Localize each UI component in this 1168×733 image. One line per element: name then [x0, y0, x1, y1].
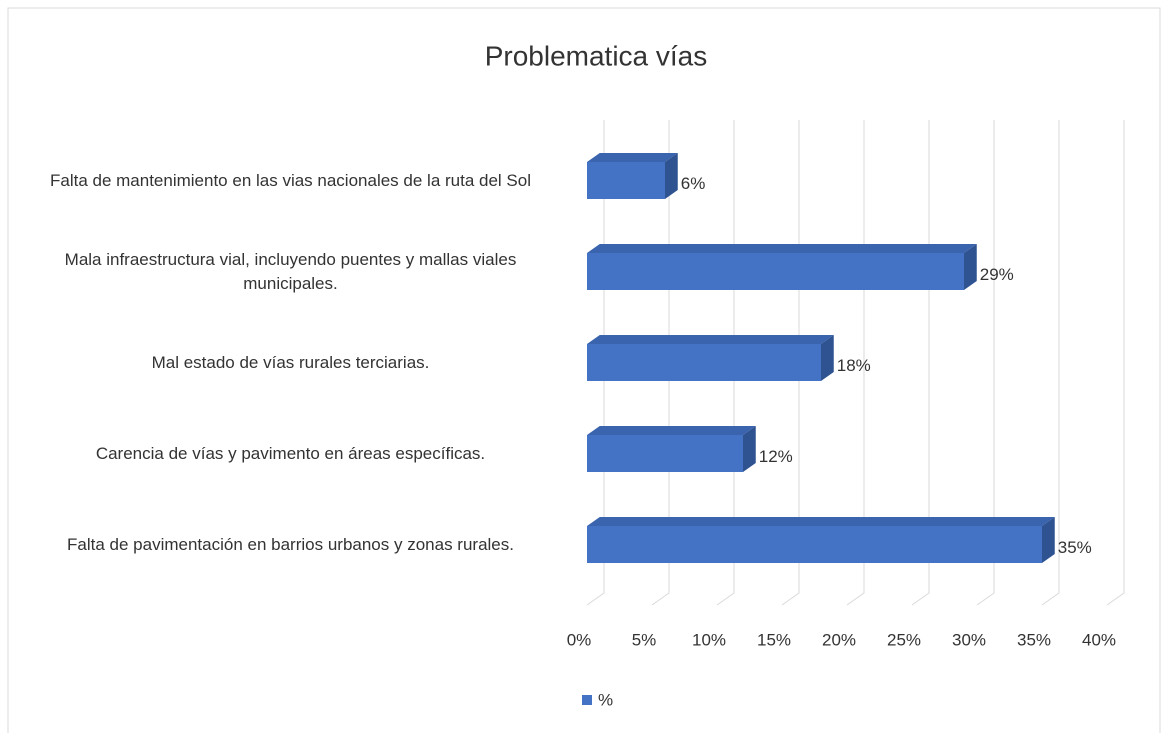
grid-line	[1106, 120, 1125, 606]
x-tick-label: 5%	[632, 630, 657, 649]
bar-side	[743, 426, 756, 472]
bar	[587, 435, 743, 472]
bar-side	[665, 153, 678, 199]
y-tick-label: Falta de mantenimiento en las vias nacio…	[49, 170, 531, 190]
bar-top	[587, 426, 756, 435]
x-tick-label: 25%	[887, 630, 921, 649]
x-tick-label: 20%	[822, 630, 856, 649]
bar-top	[587, 153, 678, 162]
x-tick-label: 40%	[1082, 630, 1116, 649]
y-tick-label: Carencia de vías y pavimento en áreas es…	[95, 443, 486, 463]
bar-top	[587, 244, 977, 253]
data-label: 29%	[980, 265, 1014, 284]
x-tick-label: 15%	[757, 630, 791, 649]
bar-top	[587, 517, 1055, 526]
y-tick-label: Mala infraestructura vial, incluyendo pu…	[64, 249, 517, 293]
bar	[587, 344, 821, 381]
x-tick-label: 35%	[1017, 630, 1051, 649]
bar-top	[587, 335, 834, 344]
bar	[587, 253, 964, 290]
bar	[587, 162, 665, 199]
data-label: 18%	[837, 356, 871, 375]
grid-line	[1041, 120, 1060, 606]
data-label: 12%	[759, 447, 793, 466]
legend-label: %	[598, 690, 613, 709]
data-label: 35%	[1058, 538, 1092, 557]
y-tick-label: Mal estado de vías rurales terciarias.	[151, 352, 430, 372]
bar-side	[1042, 517, 1055, 563]
data-label: 6%	[681, 174, 706, 193]
legend-swatch	[582, 695, 592, 705]
x-tick-label: 10%	[692, 630, 726, 649]
chart-frame	[7, 7, 1161, 733]
bar-side	[964, 244, 977, 290]
bar	[587, 526, 1042, 563]
y-tick-label: Falta de pavimentación en barrios urbano…	[67, 534, 514, 554]
grid-line	[976, 120, 995, 606]
x-tick-label: 30%	[952, 630, 986, 649]
bar-side	[821, 335, 834, 381]
x-tick-label: 0%	[567, 630, 592, 649]
chart-title: Problematica vías	[485, 40, 708, 71]
